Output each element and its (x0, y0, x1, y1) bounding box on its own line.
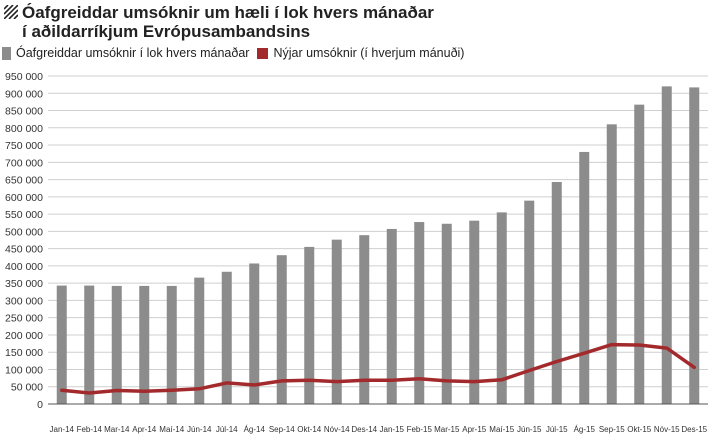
bar (139, 285, 150, 404)
x-tick-label: Sep-15 (599, 425, 625, 434)
bar (551, 181, 562, 404)
bar (166, 285, 177, 404)
x-tick-label: Ág-14 (244, 425, 266, 434)
bar (661, 86, 672, 404)
y-tick-label: 100 000 (5, 364, 43, 376)
y-tick-label: 450 000 (5, 244, 43, 256)
x-tick-label: Jan-15 (380, 425, 405, 434)
y-tick-label: 150 000 (5, 347, 43, 359)
bar (689, 87, 700, 405)
x-tick-label: Okt-14 (297, 425, 322, 434)
legend-label-bars: Óafgreiddar umsóknir í lok hvers mánaðar (16, 46, 250, 60)
y-tick-label: 0 (37, 399, 43, 411)
x-tick-label: Okt-15 (627, 425, 652, 434)
legend-item-bars: Óafgreiddar umsóknir í lok hvers mánaðar (2, 46, 249, 60)
y-tick-label: 600 000 (5, 192, 43, 204)
bar (304, 246, 315, 404)
x-tick-label: Des-14 (351, 425, 377, 434)
bar (111, 285, 122, 404)
x-tick-label: Ág-15 (574, 425, 596, 434)
bar (249, 263, 260, 404)
x-tick-label: Apr-15 (462, 425, 487, 434)
x-tick-label: Jún-15 (517, 425, 542, 434)
y-tick-label: 300 000 (5, 295, 43, 307)
x-tick-label: Júl-14 (216, 425, 238, 434)
legend-item-line: Nýjar umsóknir (í hverjum mánuði) (257, 46, 464, 60)
y-tick-label: 850 000 (5, 106, 43, 118)
bar (56, 285, 67, 404)
gridlines (48, 75, 708, 388)
y-tick-label: 800 000 (5, 123, 43, 135)
bar-series (56, 86, 700, 405)
bar (386, 228, 397, 404)
x-tick-label: Maí-14 (159, 425, 184, 434)
x-tick-label: Mar-15 (434, 425, 460, 434)
x-tick-label: Jan-14 (50, 425, 75, 434)
x-tick-label: Jún-14 (187, 425, 212, 434)
y-tick-label: 200 000 (5, 330, 43, 342)
chart-title: Óafgreiddar umsóknir um hæli í lok hvers… (4, 3, 709, 41)
bar (276, 255, 287, 404)
bar (496, 212, 507, 404)
bar (194, 277, 205, 404)
x-tick-label: Sep-14 (269, 425, 295, 434)
x-tick-label: Feb-14 (77, 425, 103, 434)
title-line-1: Óafgreiddar umsóknir um hæli í lok hvers… (22, 3, 434, 22)
y-tick-label: 700 000 (5, 157, 43, 169)
x-tick-label: Des-15 (681, 425, 707, 434)
x-axis-ticks: Jan-14 Feb-14 Mar-14 Apr-14 Maí-14 Jún-14 Júl-… (50, 425, 708, 434)
y-tick-label: 650 000 (5, 175, 43, 187)
legend-label-line: Nýjar umsóknir (í hverjum mánuði) (273, 46, 465, 60)
line-series (60, 342, 697, 395)
x-tick-label: Maí-15 (489, 425, 514, 434)
bar (606, 124, 617, 404)
bar (441, 223, 452, 404)
bar (524, 200, 535, 404)
bar (634, 104, 645, 404)
y-tick-label: 400 000 (5, 261, 43, 273)
bar (359, 235, 370, 404)
bar (84, 285, 95, 404)
y-tick-label: 50 000 (11, 382, 43, 394)
x-tick-label: Mar-14 (104, 425, 130, 434)
legend-swatch-bars (2, 46, 11, 60)
bar (579, 151, 590, 404)
x-tick-label: Júl-15 (546, 425, 568, 434)
x-tick-label: Apr-14 (132, 425, 157, 434)
y-tick-label: 550 000 (5, 209, 43, 221)
bar (221, 271, 232, 404)
bar (469, 220, 480, 404)
legend-swatch-line (257, 47, 269, 59)
y-tick-label: 250 000 (5, 313, 43, 325)
y-tick-label: 500 000 (5, 226, 43, 238)
y-tick-label: 350 000 (5, 278, 43, 290)
x-tick-label: Nóv-15 (654, 425, 680, 434)
x-tick-label: Feb-15 (407, 425, 433, 434)
x-tick-label: Nóv-14 (324, 425, 350, 434)
y-tick-label: 950 000 (5, 71, 43, 83)
y-tick-label: 750 000 (5, 140, 43, 152)
y-axis-ticks: 0 50 000 100 000 150 000 200 000 250 000 300 0… (5, 71, 43, 411)
hatch-icon (4, 5, 18, 19)
y-tick-label: 900 000 (5, 88, 43, 100)
bar (414, 222, 425, 404)
legend: Óafgreiddar umsóknir í lok hvers mánaðar… (2, 46, 472, 60)
bar (331, 239, 342, 404)
title-line-2: í aðildarríkjum Evrópusambandsins (22, 22, 311, 41)
